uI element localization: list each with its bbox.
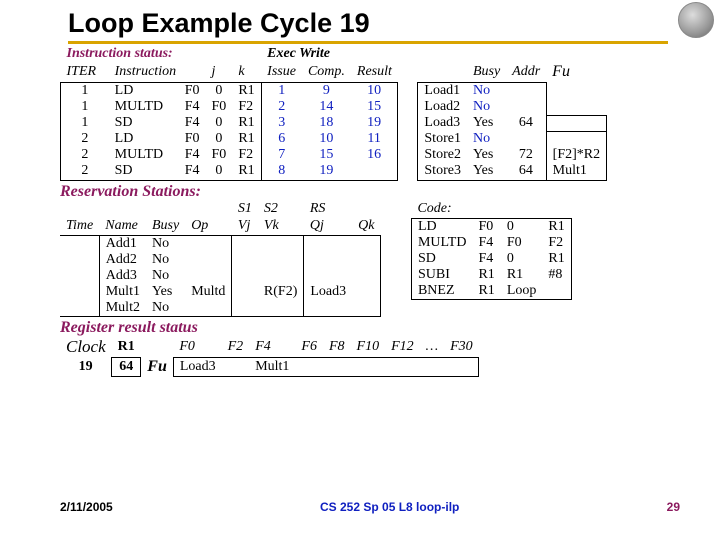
table-row: BNEZR1Loop bbox=[411, 283, 571, 300]
code-table: Code: LDF00R1 MULTDF4F0F2 SDF40R1 SUBIR1… bbox=[411, 201, 572, 301]
h-iter: ITER bbox=[61, 63, 109, 82]
section-instr: Instruction status: bbox=[61, 46, 179, 63]
h-instr: Instruction bbox=[109, 63, 206, 82]
table-row: Add3 No bbox=[60, 268, 380, 284]
reservation-stations-table: S1 S2 RS Time Name Busy Op Vj Vk Qj Qk A… bbox=[60, 201, 381, 318]
table-row: 2 SD F4 0 R1 8 19 Store3 Yes 64 Mult1 bbox=[61, 163, 607, 180]
register-status-table: Clock R1 F0 F2 F4 F6 F8 F10 F12 … F30 19… bbox=[60, 337, 479, 376]
section-reg: Register result status bbox=[60, 319, 680, 337]
instruction-status-table: Instruction status: Exec Write ITER Inst… bbox=[60, 46, 607, 181]
h-j: j bbox=[206, 63, 233, 82]
logo-seal bbox=[678, 2, 714, 38]
h-comp: Comp. bbox=[302, 63, 351, 82]
slide-title: Loop Example Cycle 19 bbox=[68, 8, 668, 44]
footer-page: 29 bbox=[667, 500, 680, 514]
h-result: Result bbox=[351, 63, 398, 82]
table-row: Add2 No bbox=[60, 252, 380, 268]
table-row: 19 64 Fu Load3 Mult1 bbox=[60, 358, 479, 376]
table-row: 1 LD F0 0 R1 1 9 10 Load1 No bbox=[61, 82, 607, 99]
table-row: SDF40R1 bbox=[411, 251, 571, 267]
h-addr: Addr bbox=[506, 63, 546, 82]
h-k: k bbox=[232, 63, 261, 82]
h-busy: Busy bbox=[467, 63, 506, 82]
slide-footer: 2/11/2005 CS 252 Sp 05 L8 loop-ilp 29 bbox=[0, 500, 720, 514]
table-row: SUBIR1R1#8 bbox=[411, 267, 571, 283]
h-loadname bbox=[418, 63, 467, 82]
table-row: 2 MULTD F4 F0 F2 7 15 16 Store2 Yes 72 [… bbox=[61, 147, 607, 163]
execwrite-header: Exec Write bbox=[261, 46, 351, 63]
footer-course: CS 252 Sp 05 L8 loop-ilp bbox=[320, 500, 459, 514]
table-row: LDF00R1 bbox=[411, 218, 571, 235]
h-issue: Issue bbox=[261, 63, 302, 82]
footer-date: 2/11/2005 bbox=[60, 500, 113, 514]
section-rs: Reservation Stations: bbox=[60, 183, 680, 201]
table-row: Mult1 Yes Multd R(F2) Load3 bbox=[60, 284, 380, 300]
table-row: MULTDF4F0F2 bbox=[411, 235, 571, 251]
table-row: 2 LD F0 0 R1 6 10 11 Store1 No bbox=[61, 131, 607, 147]
table-row: 1 MULTD F4 F0 F2 2 14 15 Load2 No bbox=[61, 99, 607, 115]
table-row: 1 SD F4 0 R1 3 18 19 Load3 Yes 64 bbox=[61, 115, 607, 131]
table-row: Mult2 No bbox=[60, 300, 380, 317]
table-row: Add1 No bbox=[60, 235, 380, 252]
h-fu: Fu bbox=[546, 63, 606, 82]
